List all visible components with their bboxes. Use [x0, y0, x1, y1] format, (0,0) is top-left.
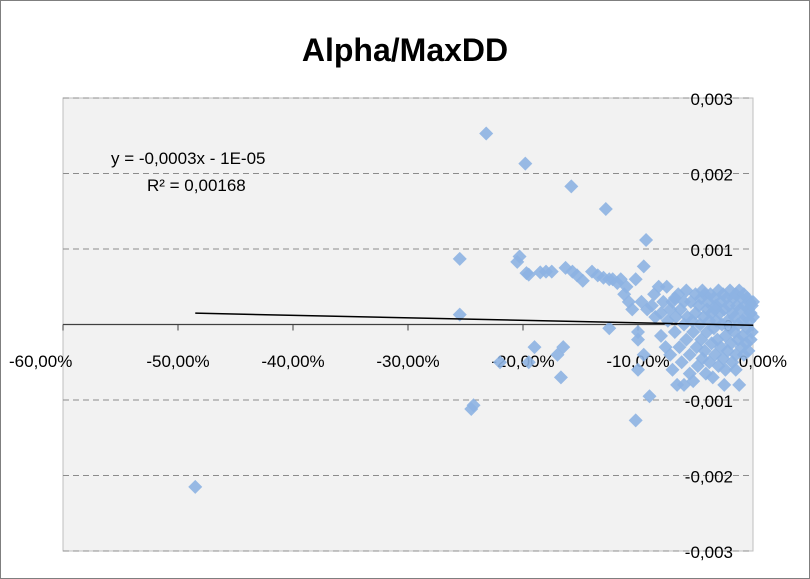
- y-tick-label: 0,002: [690, 166, 733, 185]
- y-tick-label: -0,002: [685, 468, 733, 487]
- data-point: [521, 267, 536, 282]
- data-point: [510, 254, 525, 269]
- x-tick-label: -10,00%: [606, 352, 669, 371]
- data-point: [521, 355, 536, 370]
- data-point: [746, 309, 760, 324]
- data-point: [644, 298, 659, 313]
- data-point: [695, 283, 710, 298]
- trendline: [195, 312, 754, 327]
- gridlines: [63, 97, 753, 552]
- data-point: [679, 332, 694, 347]
- data-point: [665, 362, 680, 377]
- data-point: [639, 232, 654, 247]
- y-tick-label: -0,003: [685, 543, 733, 562]
- data-point: [628, 272, 643, 287]
- data-point: [564, 179, 579, 194]
- data-point: [452, 251, 467, 266]
- data-point: [705, 370, 720, 385]
- data-point: [659, 279, 674, 294]
- data-point: [636, 259, 651, 274]
- data-point: [625, 302, 640, 317]
- data-point: [746, 294, 760, 309]
- data-point: [642, 389, 657, 404]
- data-point: [728, 362, 743, 377]
- x-tick-label: -50,00%: [146, 352, 209, 371]
- data-point: [741, 343, 756, 358]
- data-point: [667, 291, 682, 306]
- x-tick-label: 0,00%: [739, 352, 787, 371]
- y-tick-label: 0,001: [690, 241, 733, 260]
- data-point: [628, 413, 643, 428]
- data-point: [619, 279, 634, 294]
- data-point: [663, 347, 678, 362]
- data-point: [512, 249, 527, 264]
- data-point: [651, 279, 666, 294]
- data-point: [708, 302, 723, 317]
- data-point: [672, 340, 687, 355]
- data-point: [682, 347, 697, 362]
- x-tick-label: -60,00%: [9, 352, 72, 371]
- data-point: [636, 347, 651, 362]
- data-point: [598, 201, 613, 216]
- data-point: [744, 325, 759, 340]
- data-point: [553, 370, 568, 385]
- data-point: [674, 355, 689, 370]
- data-point: [544, 264, 559, 279]
- data-point: [732, 377, 747, 392]
- x-tick-label: -40,00%: [261, 352, 324, 371]
- y-tick-label: -0,001: [685, 392, 733, 411]
- data-point: [631, 332, 645, 347]
- trendline-equation: y = -0,0003x - 1E-05: [111, 149, 266, 168]
- y-tick-label: 0,003: [690, 90, 733, 109]
- data-point: [493, 355, 507, 370]
- data-point: [527, 340, 542, 355]
- data-point: [602, 321, 617, 336]
- data-point: [686, 325, 701, 340]
- data-point: [575, 273, 590, 288]
- data-point: [654, 328, 668, 343]
- data-point: [518, 156, 533, 171]
- data-point: [697, 343, 712, 358]
- data-point: [718, 362, 733, 377]
- x-tick-label: -30,00%: [376, 352, 439, 371]
- data-point: [631, 325, 645, 340]
- data-point: [667, 325, 682, 340]
- data-point: [479, 126, 494, 141]
- trendline-r-squared: R² = 0,00168: [147, 176, 246, 195]
- data-point: [188, 479, 203, 494]
- data-point: [717, 377, 732, 392]
- data-point: [556, 340, 571, 355]
- data-point: [631, 362, 645, 377]
- data-point: [656, 294, 671, 309]
- data-point: [466, 398, 481, 413]
- data-point: [677, 377, 691, 392]
- chart-title: Alpha/MaxDD: [302, 32, 508, 68]
